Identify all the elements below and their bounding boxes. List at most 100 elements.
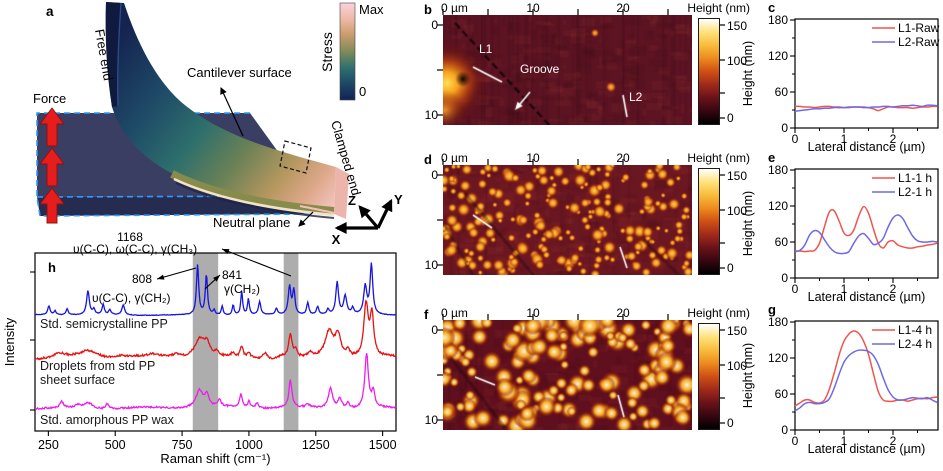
stress-max-label: Max (359, 2, 384, 17)
y-tick-label: 120 (768, 351, 788, 365)
peak-annotation: 1168 (117, 230, 143, 244)
y-tick-label: 60 (775, 235, 789, 249)
profile-line-L2-4 h (794, 349, 938, 412)
legend-label-L1-4 h: L1-4 h (898, 323, 932, 337)
afm-map-f (443, 320, 692, 430)
force-arrows (39, 107, 65, 224)
y-tick-label: 180 (768, 163, 788, 177)
profile-line-L2-Raw (794, 104, 938, 112)
afm-x-scale-label: 0 µm (441, 306, 468, 320)
cantilever-beam (105, 2, 336, 214)
y-axis-label: Intensity (2, 317, 17, 366)
panel-letter-b: b (424, 2, 432, 17)
y-tick-label: 60 (775, 85, 789, 99)
x-axis-label: Lateral distance (µm) (808, 290, 926, 304)
afm-panel-d: d 0 µm 10 20 0 10 Height (nm) 150 100 0 (420, 150, 763, 300)
x-tick-label: 1500 (369, 438, 397, 452)
peak-annotation: υ(C-C), γ(CH₂) (92, 291, 171, 305)
axis-x-label: X (332, 232, 341, 247)
slab-dashed-outline (36, 112, 313, 217)
afm-y-scale-label: 10 (424, 108, 438, 122)
neutral-plane-label: Neutral plane (213, 215, 290, 230)
panel-letter-g: g (768, 302, 776, 317)
beam-bottom-shadow (175, 182, 335, 219)
panel-letter-d: d (424, 152, 432, 167)
afm-ruler-ticks (437, 9, 725, 119)
y-tick-label: 60 (775, 387, 789, 401)
x-axis-label: Lateral distance (µm) (808, 442, 926, 456)
map-annotation-l2: L2 (629, 90, 643, 104)
x-tick-label: 2 (890, 434, 897, 448)
afm-map-d (443, 165, 692, 275)
afm-x-scale-label: 20 (616, 151, 630, 165)
panel-letter-c: c (768, 0, 775, 15)
height-colorbar-tick-label: 100 (727, 359, 748, 373)
afm-map-b (443, 15, 692, 125)
height-colorbar (698, 168, 720, 275)
curve-label: Std. amorphous PP wax (40, 413, 175, 427)
y-tick-label: 120 (768, 199, 788, 213)
afm-x-scale-label: 20 (616, 306, 630, 320)
height-colorbar-title: Height (nm) (687, 306, 750, 320)
height-colorbar (698, 323, 720, 430)
arrowhead (157, 274, 165, 280)
raman-spectrum-Droplets-from-std-PP-sheet-surface (34, 299, 397, 361)
profile-line-L2-1 h (794, 214, 938, 255)
afm-panel-b: b 0 µm 10 20 0 10 L1 Groove L2 Height (nm) 150 100 0 (420, 0, 763, 150)
legend-label-L2-1 h: L2-1 h (898, 185, 932, 199)
height-colorbar-tick-label: 0 (727, 261, 734, 275)
afm-y-scale-label: 0 (431, 18, 438, 32)
stress-min-label: 0 (359, 84, 366, 99)
raman-spectrum-Std.-semicrystalline-PP (34, 262, 396, 317)
height-colorbar-title: Height (nm) (687, 1, 750, 15)
arrowhead (222, 249, 230, 254)
force-label: Force (33, 91, 66, 106)
axis-z-label: Z (348, 193, 356, 208)
y-tick-label: 180 (768, 315, 788, 329)
afm-ruler-ticks (437, 314, 725, 424)
height-colorbar-tick-label: 0 (727, 416, 734, 430)
afm-x-scale-label: 10 (526, 1, 540, 15)
x-tick-label: 0 (792, 434, 799, 448)
y-axis-label: Height (nm) (741, 191, 755, 256)
arrowhead (213, 275, 220, 282)
stress-colorbar (339, 2, 356, 101)
coordinate-axes (334, 198, 393, 234)
afm-y-scale-label: 10 (424, 413, 438, 427)
raman-spectrum-Std.-amorphous-PP-wax (34, 353, 397, 411)
peak-annotation: γ(CH₂) (224, 282, 260, 296)
afm-y-scale-label: 10 (424, 258, 438, 272)
x-tick-label: 0 (792, 282, 799, 296)
profile-line-L1-1 h (794, 205, 938, 253)
height-colorbar-tick-label: 100 (727, 54, 748, 68)
stress-title: Stress (319, 32, 335, 72)
afm-y-scale-label: 0 (431, 323, 438, 337)
peak-annotation: 841 (222, 268, 242, 282)
neutral-plane-band-cream (173, 177, 335, 217)
panel-a-letter: a (46, 4, 54, 19)
afm-x-scale-label: 0 µm (441, 1, 468, 15)
y-axis-label: Height (nm) (741, 343, 755, 408)
afm-y-scale-label: 0 (431, 168, 438, 182)
cantilever-surface-arrow (220, 87, 244, 137)
height-colorbar-title: Height (nm) (687, 151, 750, 165)
y-axis-label: Height (nm) (741, 41, 755, 106)
height-colorbar-tick-label: 0 (727, 111, 734, 125)
x-tick-label: 0 (792, 132, 799, 146)
y-tick-label: 0 (781, 121, 788, 135)
map-annotation-groove: Groove (520, 62, 560, 76)
x-axis-label: Raman shift (cm⁻¹) (160, 451, 270, 466)
legend-label-L1-Raw: L1-Raw (898, 21, 940, 35)
curve-label: Std. semicrystalline PP (40, 317, 168, 331)
height-colorbar (698, 18, 720, 125)
sample-region-box (279, 140, 312, 174)
beam-edge-highlight (116, 2, 122, 107)
afm-ruler-ticks (437, 159, 725, 269)
curve-label: Droplets from std PP (40, 359, 155, 373)
x-axis-label: Lateral distance (µm) (808, 140, 926, 154)
neutral-plane-band-pink (299, 205, 335, 214)
x-tick-label: 2 (890, 282, 897, 296)
x-tick-label: 1 (841, 282, 848, 296)
